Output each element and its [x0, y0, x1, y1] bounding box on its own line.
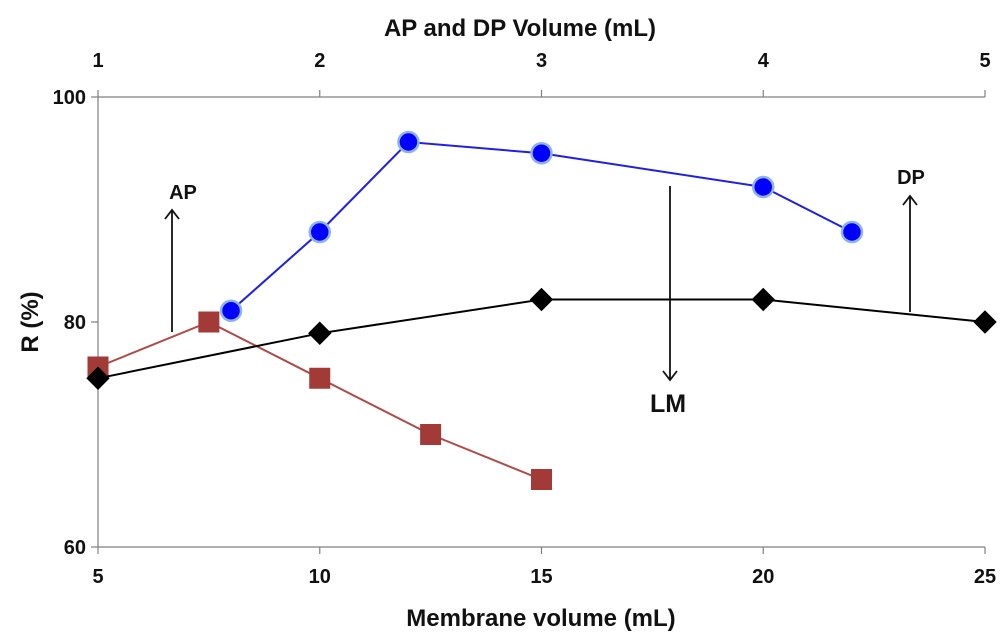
annotation-dp: DP — [897, 167, 925, 312]
annotation-lm-arrow-head — [662, 370, 678, 382]
top-x-tick-label: 2 — [314, 50, 325, 72]
annotation-dp-label: DP — [897, 167, 925, 189]
series-dp-point — [529, 287, 554, 312]
series-lm-line — [230, 140, 853, 312]
x-tick-label: 25 — [974, 566, 996, 588]
series-dp-point — [973, 310, 997, 334]
ticks: 5 10 15 20 25 1 2 3 4 5 60 80 100 — [53, 50, 997, 588]
series-dp-point — [308, 321, 332, 345]
series-dp-point — [751, 287, 775, 312]
x-tick-label: 20 — [752, 566, 774, 588]
series-ap-point — [420, 424, 442, 445]
series-lm — [219, 130, 864, 322]
series-dp-point — [86, 366, 110, 390]
x-tick-label: 10 — [309, 566, 331, 588]
top-x-tick-label: 5 — [979, 50, 990, 72]
x-tick-label: 5 — [92, 566, 103, 588]
series-lm-point — [308, 220, 331, 244]
annotation-ap: AP — [164, 182, 197, 332]
series-lm-point — [530, 142, 553, 165]
y-tick-label: 60 — [64, 537, 86, 559]
top-x-tick-label: 1 — [92, 50, 103, 72]
series-lm-point — [840, 220, 864, 244]
x-axis-title: Membrane volume (mL) — [406, 605, 675, 632]
top-axis-title: AP and DP Volume (mL) — [384, 15, 656, 42]
series-lm-point — [752, 175, 775, 199]
series-dp — [86, 287, 997, 390]
series-ap-point — [531, 469, 552, 490]
annotation-dp-arrow-head — [902, 194, 918, 206]
series-ap-line — [97, 320, 542, 481]
y-tick-label: 80 — [64, 312, 86, 334]
annotation-ap-arrow-head — [164, 208, 180, 220]
annotation-lm-label: LM — [650, 390, 686, 418]
y-axis-title: R (%) — [17, 291, 44, 352]
series-layer — [86, 130, 997, 490]
annotations: AP LM DP — [164, 167, 925, 418]
series-ap-point — [198, 311, 220, 333]
series-lm-point — [219, 299, 243, 322]
series-lm-point — [397, 130, 420, 154]
annotation-ap-label: AP — [169, 182, 197, 204]
series-ap-point — [309, 367, 331, 389]
x-tick-label: 15 — [530, 566, 552, 588]
y-tick-label: 100 — [53, 87, 86, 109]
top-x-tick-label: 3 — [536, 50, 547, 72]
top-x-tick-label: 4 — [758, 50, 770, 72]
annotation-lm: LM — [650, 186, 686, 418]
